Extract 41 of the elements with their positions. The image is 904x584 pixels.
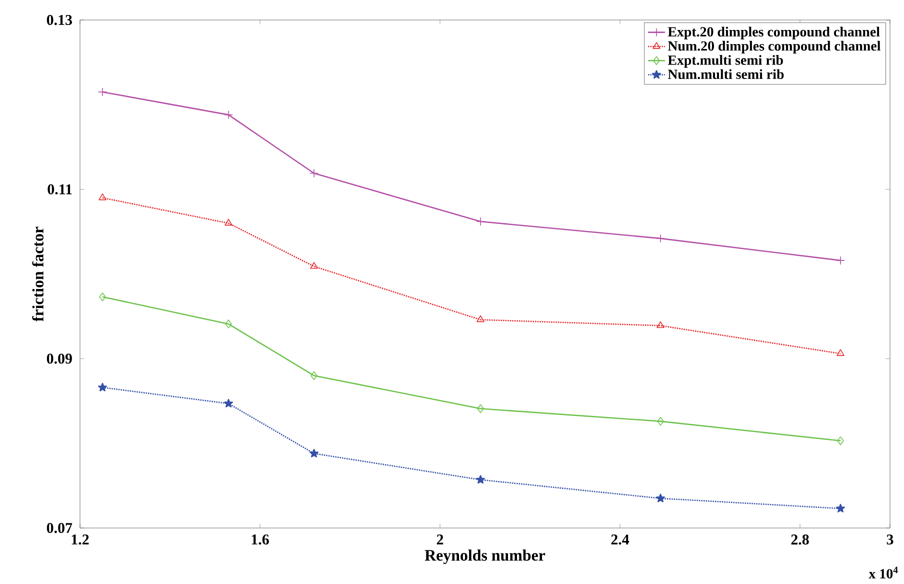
legend-label: Num.20 dimples compound channel <box>668 40 881 54</box>
x-axis-title: Reynolds number <box>424 550 546 564</box>
legend-label: Expt.20 dimples compound channel <box>668 26 880 40</box>
point <box>656 321 664 328</box>
point <box>310 448 318 458</box>
point <box>225 320 232 328</box>
text: x 10$^{4}$ <box>868 566 898 578</box>
point <box>477 404 484 414</box>
point <box>310 168 318 178</box>
x-tick-label: 3 <box>886 534 894 545</box>
y-tick-label: 0.13 <box>46 14 72 26</box>
y-tick-label: 0.09 <box>46 354 72 364</box>
point <box>657 416 664 426</box>
point <box>476 315 484 322</box>
y-tick-label: 0.07 <box>46 522 72 534</box>
point <box>476 217 485 226</box>
point <box>98 88 107 96</box>
point <box>836 349 844 356</box>
x-tick-label: 2.8 <box>791 534 809 545</box>
y-axis-title: friction factor <box>32 226 44 322</box>
x-tick-label: 2.4 <box>611 534 630 545</box>
point <box>98 193 106 200</box>
point <box>836 256 845 265</box>
point <box>310 262 318 269</box>
point <box>99 292 106 302</box>
point <box>656 494 665 502</box>
point <box>98 382 107 392</box>
point <box>656 234 665 243</box>
point <box>836 504 845 512</box>
x-tick-label: 1.2 <box>72 534 89 545</box>
legend-label: Expt.multi semi rib <box>668 55 783 68</box>
x-tick-label: 1.6 <box>252 534 269 545</box>
point <box>476 475 485 484</box>
y-tick-label: 0.11 <box>48 184 72 194</box>
point <box>310 371 318 380</box>
point <box>224 398 233 408</box>
legend-label: Num.multi semi rib <box>668 69 784 80</box>
point <box>224 110 233 120</box>
x-tick-label: 2 <box>436 534 444 544</box>
point <box>224 218 232 226</box>
point <box>837 436 844 446</box>
